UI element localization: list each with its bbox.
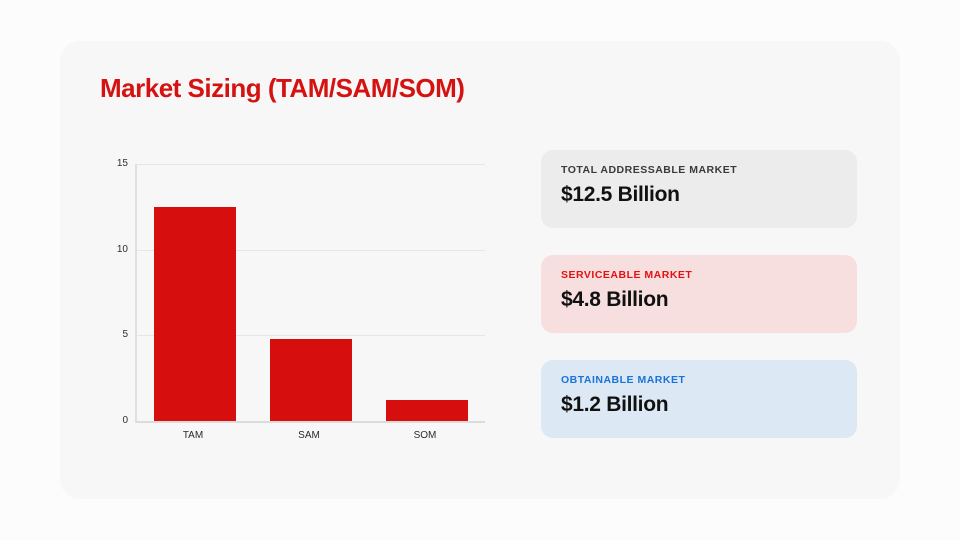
bar-som [386,400,468,421]
y-tick-label: 10 [116,243,128,255]
gridline [137,335,485,337]
bar-tam [154,206,236,421]
slide-card: Market Sizing (TAM/SAM/SOM) 0 5 10 15 TAM SA… [60,41,900,499]
gridline [137,164,485,165]
stat-card-sam: SERVICEABLE MARKET $4.8 Billion [541,255,857,333]
x-tick-label: SAM [298,430,320,441]
y-axis-ticks: 0 5 10 15 [98,159,128,426]
page-title: Market Sizing (TAM/SAM/SOM) [100,73,465,103]
bar-sam [270,338,352,421]
y-tick-label: 5 [122,329,128,341]
stat-card-tam: TOTAL ADDRESSABLE MARKET $12.5 Billion [541,150,857,228]
stat-label: TOTAL ADDRESSABLE MARKET [561,164,738,176]
stat-card-list: TOTAL ADDRESSABLE MARKET $12.5 Billion S… [541,150,857,438]
stat-label: OBTAINABLE MARKET [561,374,686,386]
stat-card-som: OBTAINABLE MARKET $1.2 Billion [541,360,857,438]
y-tick-label: 0 [122,415,128,426]
gridline [137,249,485,251]
x-tick-label: TAM [182,430,204,441]
x-axis-labels: TAM SAM SOM [135,429,483,445]
stat-value: $4.8 Billion [561,287,669,311]
stat-value: $12.5 Billion [561,182,680,206]
stat-label: SERVICEABLE MARKET [561,269,693,281]
x-tick-label: SOM [413,430,437,441]
chart-plot-area [135,164,485,423]
stat-value: $1.2 Billion [561,392,669,416]
y-tick-label: 15 [116,158,128,169]
